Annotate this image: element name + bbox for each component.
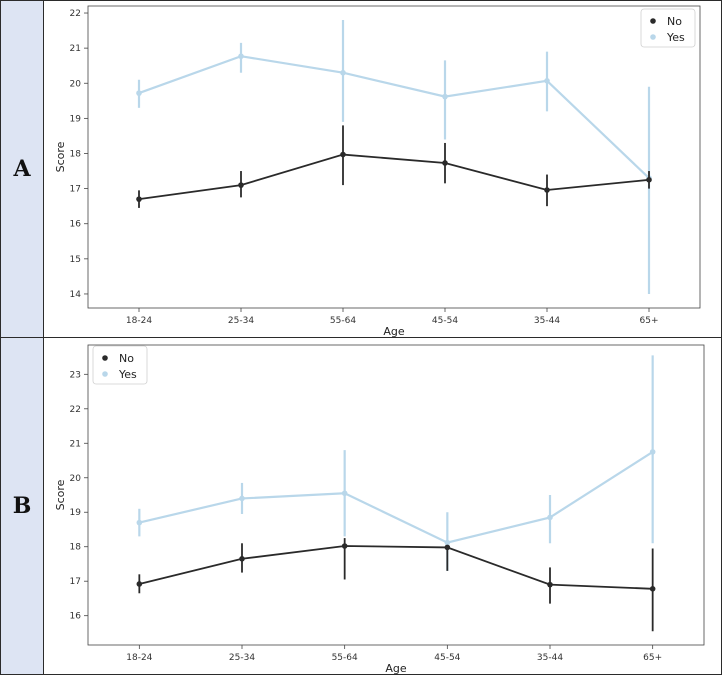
x-tick-label: 45-54 [432, 316, 458, 326]
x-axis-title: Age [385, 662, 407, 674]
x-tick-label: 55-64 [330, 316, 356, 326]
series-no [136, 125, 652, 208]
data-point-yes [136, 519, 143, 526]
x-tick-label: 55-64 [332, 653, 358, 663]
x-tick-label: 25-34 [229, 653, 255, 663]
y-axis-title: Score [54, 141, 67, 172]
y-tick-label: 16 [70, 220, 82, 230]
y-tick-label: 19 [70, 508, 82, 518]
y-tick-label: 18 [70, 543, 82, 553]
series-yes [136, 355, 656, 571]
x-tick-label: 25-34 [228, 316, 254, 326]
data-point-yes [238, 53, 244, 60]
legend-marker-yes [650, 34, 656, 40]
x-tick-label: 65+ [640, 316, 659, 326]
data-point-yes [442, 93, 448, 100]
data-point-yes [547, 514, 553, 521]
data-point-yes [544, 77, 550, 84]
x-tick-label: 18-24 [126, 316, 152, 326]
legend-marker-no [102, 355, 108, 361]
y-tick-label: 20 [70, 79, 82, 89]
panel-b: B 16 17 18 19 20 21 22 23 18-24 25-34 55-64 45-54 35… [0, 337, 722, 675]
series-line-yes [138, 55, 650, 179]
legend-label-no: No [119, 352, 134, 365]
data-point-yes [239, 495, 245, 502]
data-point-no [341, 543, 348, 549]
y-tick-label: 22 [70, 405, 81, 415]
panel-b-label-column: B [1, 338, 44, 674]
y-tick-label: 18 [70, 149, 82, 159]
data-point-no [442, 160, 448, 166]
data-point-no [646, 177, 652, 183]
data-point-no [649, 585, 656, 592]
x-tick-label: 35-44 [534, 316, 560, 326]
y-tick-label: 23 [70, 370, 81, 380]
legend-label-yes: Yes [666, 31, 685, 44]
x-tick-label: 65+ [643, 653, 662, 663]
data-point-no [136, 581, 143, 587]
legend-label-yes: Yes [118, 368, 137, 381]
legend: No Yes [640, 8, 696, 48]
data-point-no [547, 581, 553, 588]
panel-a: A 14 15 16 17 18 19 20 21 22 18-24 25-34 55-64 45-54… [0, 0, 722, 338]
y-tick-label: 14 [70, 290, 82, 300]
x-axis-title: Age [383, 325, 405, 337]
series-line-no [139, 545, 653, 590]
data-point-yes [444, 539, 451, 546]
data-point-no [340, 151, 346, 158]
chart-a: 14 15 16 17 18 19 20 21 22 18-24 25-34 55-64 45-54 35… [54, 5, 701, 337]
series-yes [136, 20, 652, 294]
y-tick-label: 15 [70, 255, 81, 265]
chart-b: 16 17 18 19 20 21 22 23 18-24 25-34 55-64 45-54 35-4… [54, 344, 705, 674]
panel-a-label-column: A [1, 1, 44, 337]
plot-frame [87, 5, 701, 309]
y-tick-label: 22 [70, 9, 81, 19]
y-tick-label: 20 [70, 474, 82, 484]
data-point-no [444, 544, 451, 551]
y-tick-label: 21 [70, 44, 81, 54]
panel-a-letter: A [13, 156, 31, 182]
data-point-no [544, 187, 550, 193]
data-point-yes [136, 90, 142, 96]
x-tick-label: 18-24 [126, 653, 152, 663]
legend-label-no: No [667, 15, 682, 28]
legend: No Yes [92, 345, 148, 385]
legend-marker-yes [102, 371, 108, 377]
y-tick-label: 19 [70, 114, 82, 124]
y-tick-label: 17 [70, 577, 81, 587]
data-point-yes [340, 69, 346, 76]
data-point-no [238, 182, 244, 188]
y-tick-label: 16 [70, 612, 82, 622]
x-tick-label: 45-54 [434, 653, 460, 663]
data-point-yes [341, 490, 348, 497]
data-point-no [239, 555, 245, 562]
series-line-yes [139, 450, 654, 544]
data-point-yes [649, 449, 656, 455]
legend-marker-no [650, 18, 656, 24]
panel-b-letter: B [12, 493, 32, 519]
x-tick-label: 35-44 [537, 653, 563, 663]
series-no [136, 538, 656, 632]
data-point-no [136, 196, 142, 202]
y-tick-label: 17 [70, 185, 81, 195]
series-line-no [138, 153, 650, 201]
y-axis-title: Score [54, 479, 67, 510]
y-tick-label: 21 [70, 439, 81, 449]
plot-frame [87, 344, 705, 646]
